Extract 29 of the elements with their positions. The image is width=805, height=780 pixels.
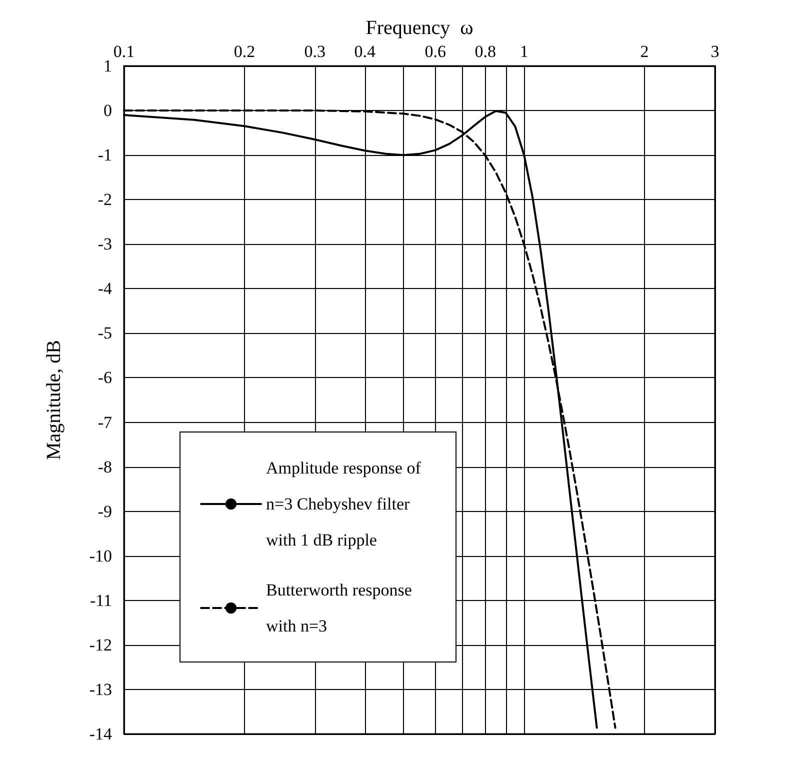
y-tick-label: 0 [104,101,112,120]
x-tick-label: 0.8 [474,42,496,61]
y-tick-label: -10 [89,546,112,566]
y-tick-label: 1 [104,56,112,76]
x-tick-label: 0.3 [304,42,326,61]
y-tick-label: -11 [90,590,112,610]
legend-label: Butterworth response with n=3 [266,580,416,636]
y-tick-label: -6 [98,368,112,388]
y-tick-label: -14 [89,724,112,744]
y-tick-label: -1 [98,146,112,165]
y-tick-label: -3 [98,234,112,254]
x-tick-label: 0.4 [354,42,376,61]
x-tick-label: 0.1 [113,42,135,61]
x-tick-label: 2 [640,42,649,61]
x-tick-label: 1 [520,42,528,61]
x-tick-label: 0.6 [424,42,446,61]
y-axis-title: Magnitude, dB [43,340,65,460]
y-tick-label: -7 [98,412,112,432]
y-tick-label: -2 [98,190,112,210]
y-tick-label: -4 [98,279,112,298]
x-axis-title: Frequency ω [366,17,474,39]
y-tick-label: -5 [98,324,112,343]
y-tick-label: -9 [98,502,112,521]
x-tick-label: 3 [710,42,720,61]
legend-label: Amplitude response of n=3 Chebyshev filter with 1 dB ripple [266,458,426,550]
y-tick-label: -13 [89,680,112,699]
y-tick-label: -8 [98,457,112,476]
x-tick-label: 0.2 [234,42,256,61]
y-tick-label: -12 [89,635,112,654]
